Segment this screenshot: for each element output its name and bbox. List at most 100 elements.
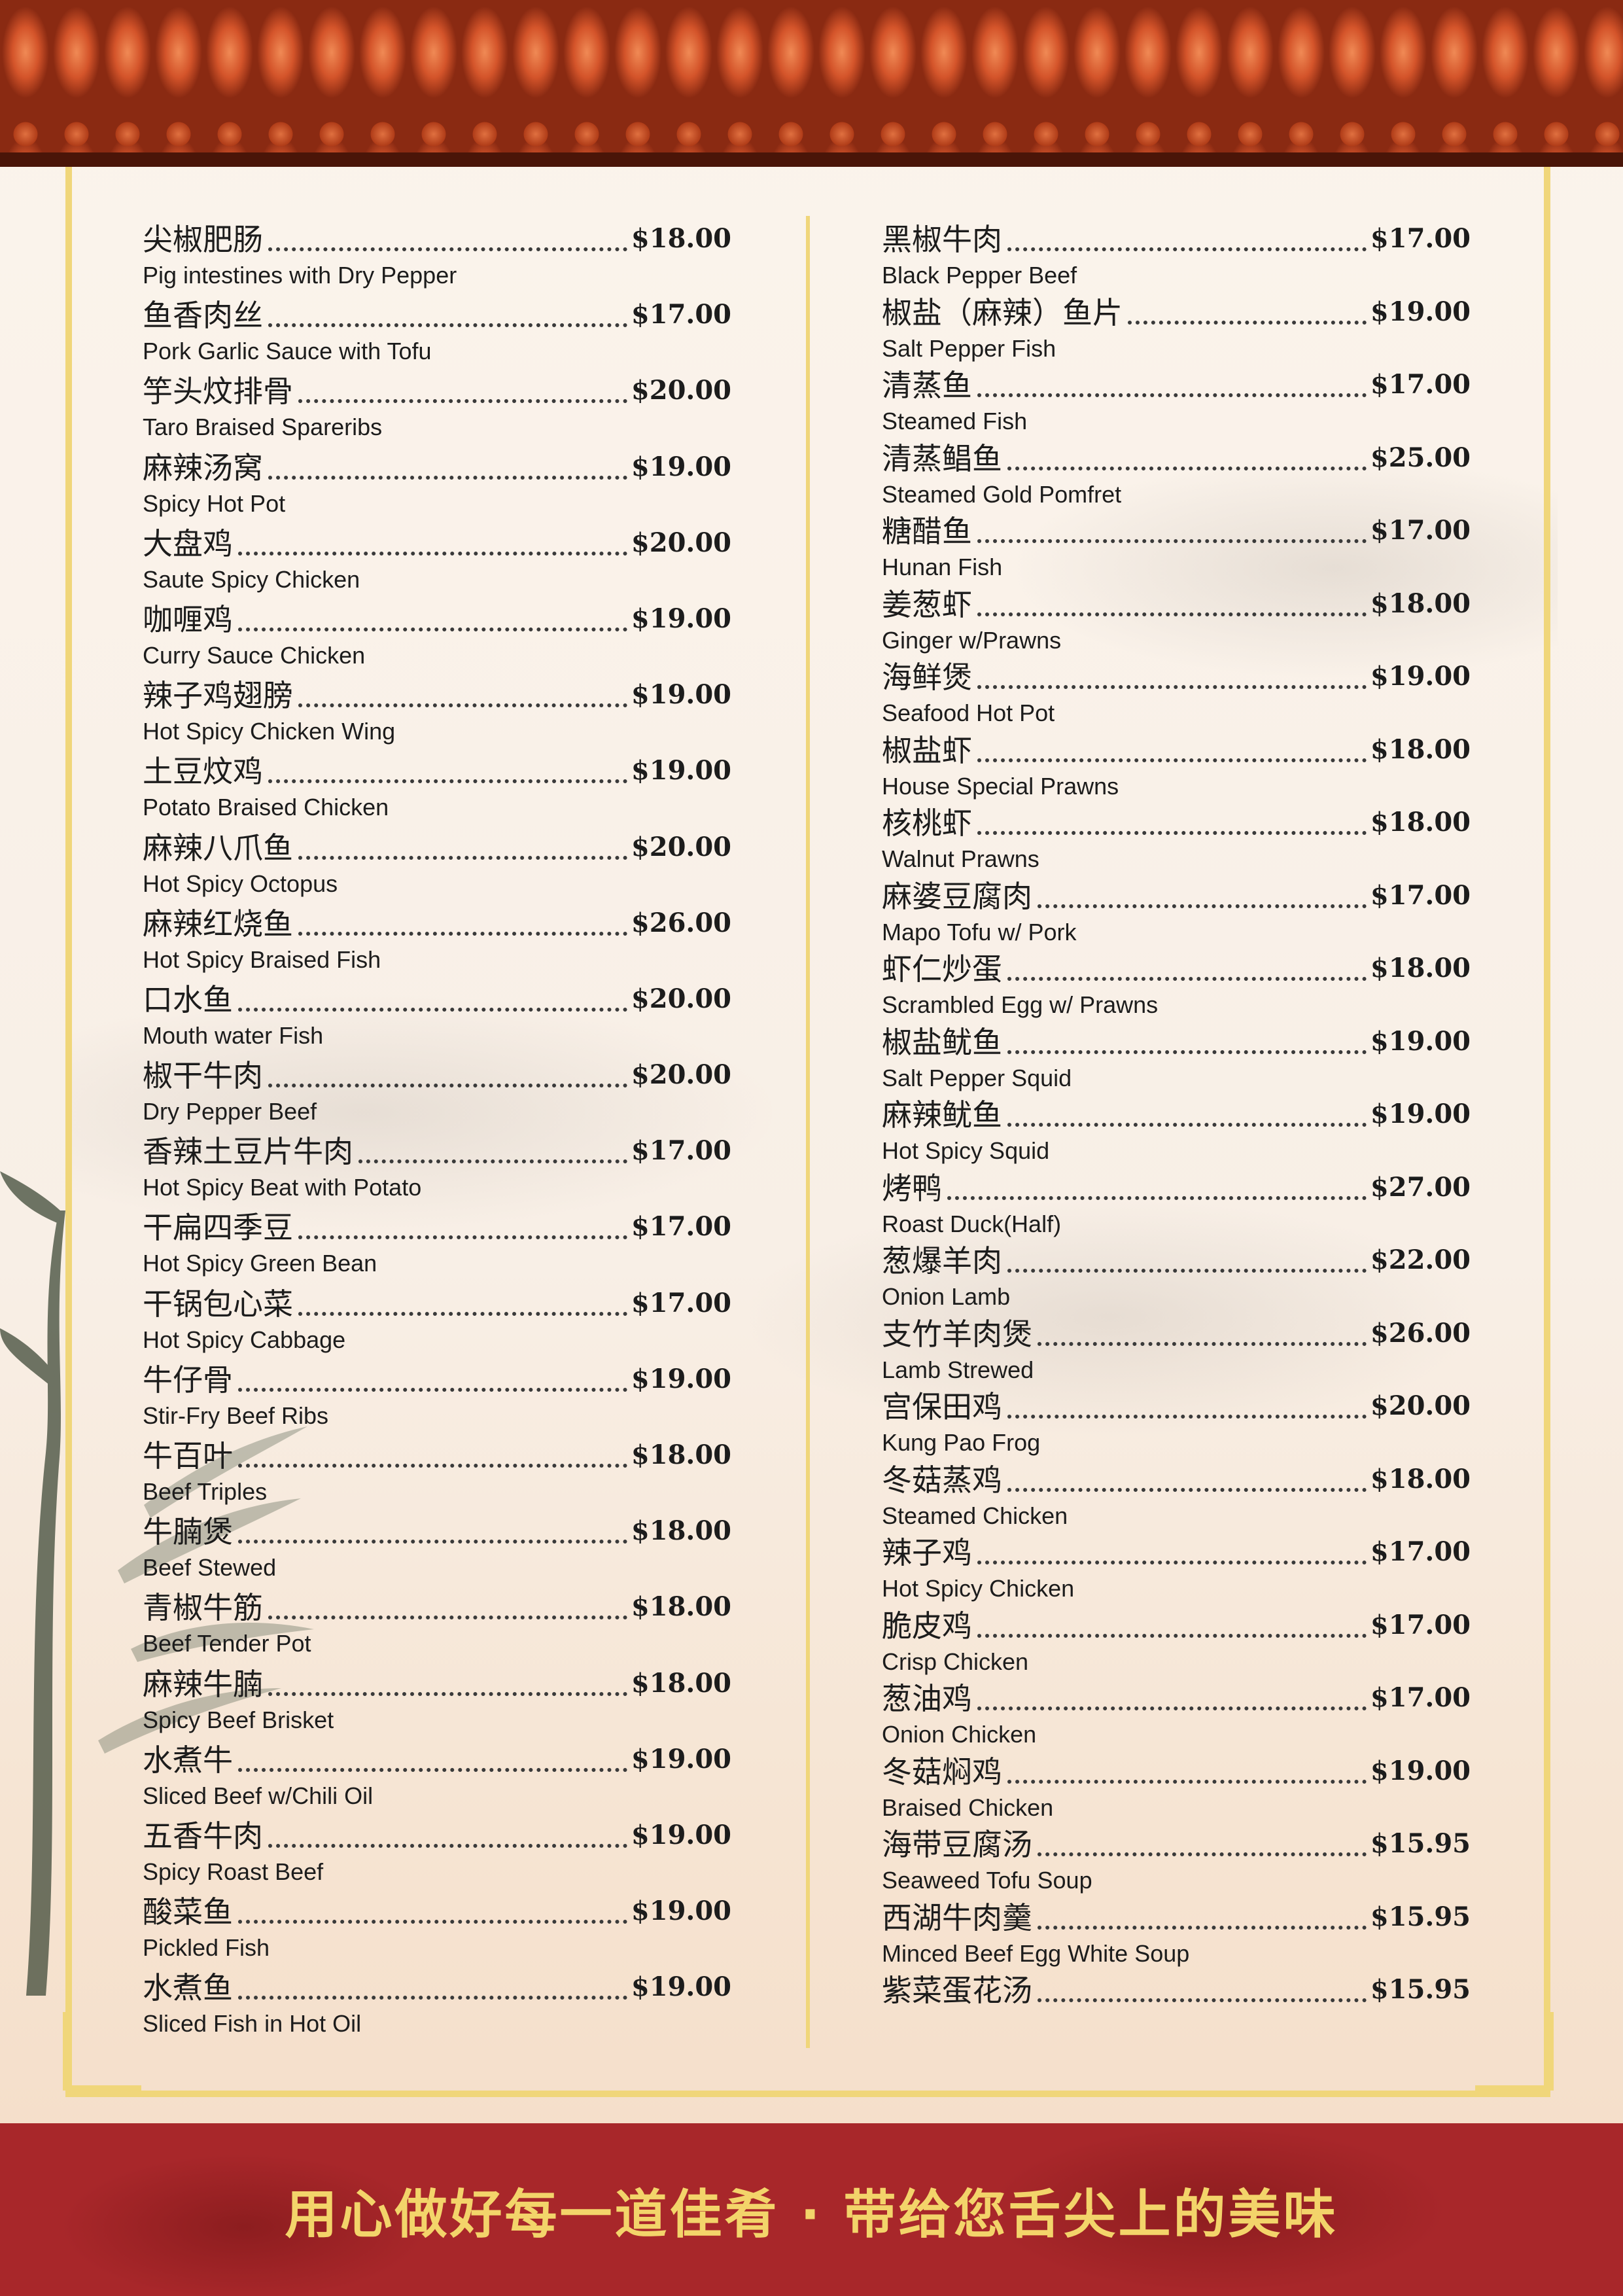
dish-name-chinese: 葱油鸡: [882, 1681, 972, 1716]
dish-name-chinese: 麻婆豆腐肉: [882, 878, 1032, 914]
dish-name-chinese: 海带豆腐汤: [882, 1827, 1032, 1862]
dish-name-chinese: 黑椒牛肉: [882, 222, 1002, 257]
dish-name-english: Spicy Roast Beef: [143, 1858, 324, 1885]
dish-price: $17.00: [631, 1287, 731, 1318]
menu-item-line: 牛腩煲 $18.00: [143, 1508, 731, 1551]
dish-name-chinese: 干扁四季豆: [143, 1210, 293, 1246]
gold-frame: [65, 167, 1550, 2097]
dish-name-english: Kung Pao Frog: [882, 1429, 1041, 1456]
roof-tile-banner: [0, 0, 1623, 167]
menu-item: 口水鱼 $20.00 Mouth water Fish: [143, 976, 731, 1052]
dish-name-english: Hot Spicy Chicken Wing: [143, 718, 396, 745]
dish-price: $19.00: [631, 1971, 731, 2003]
dot-leader: [1007, 1415, 1367, 1419]
dish-name-english: Spicy Beef Brisket: [143, 1706, 334, 1733]
dot-leader: [1038, 1925, 1367, 1930]
menu-item-line: 椒干牛肉 $20.00: [143, 1052, 731, 1095]
dish-price: $19.00: [631, 1819, 731, 1850]
dish-price: $17.00: [1370, 1609, 1471, 1640]
dish-price: $19.00: [1370, 661, 1471, 692]
menu-item-line: 椒盐鱿鱼 $19.00: [882, 1019, 1471, 1062]
menu-item: 水煮鱼 $19.00 Sliced Fish in Hot Oil: [143, 1964, 731, 2040]
menu-item: 椒盐（麻辣）鱼片 $19.00 Salt Pepper Fish: [882, 289, 1471, 362]
dish-price: $18.00: [631, 1667, 731, 1699]
dish-name-chinese: 烤鸭: [882, 1170, 942, 1206]
menu-item-line: 麻辣汤窝 $19.00: [143, 444, 731, 487]
menu-item: 椒盐鱿鱼 $19.00 Salt Pepper Squid: [882, 1019, 1471, 1092]
menu-item-line: 尖椒肥肠 $18.00: [143, 216, 731, 259]
dish-name-english: Pork Garlic Sauce with Tofu: [143, 338, 432, 365]
dish-price: $15.95: [1370, 1828, 1471, 1859]
menu-item: 脆皮鸡 $17.00 Crisp Chicken: [882, 1602, 1471, 1676]
footer-banner: [0, 2123, 1623, 2296]
dish-name-chinese: 麻辣鱿鱼: [882, 1097, 1002, 1133]
dish-price: $20.00: [631, 831, 731, 862]
menu-item: 麻辣汤窝 $19.00 Spicy Hot Pot: [143, 444, 731, 520]
dish-name-english: Hot Spicy Chicken: [882, 1575, 1075, 1602]
dish-price: $20.00: [1370, 1390, 1471, 1421]
menu-item: 清蒸鲳鱼 $25.00 Steamed Gold Pomfret: [882, 435, 1471, 508]
dish-name-chinese: 脆皮鸡: [882, 1608, 972, 1644]
dot-leader: [298, 931, 627, 936]
menu-item-line: 核桃虾 $18.00: [882, 800, 1471, 843]
menu-item-line: 麻辣八爪鱼 $20.00: [143, 824, 731, 868]
menu-item-line: 葱油鸡 $17.00: [882, 1675, 1471, 1718]
dish-price: $19.00: [631, 755, 731, 786]
dish-price: $20.00: [631, 375, 731, 406]
dish-name-chinese: 冬菇焖鸡: [882, 1754, 1002, 1790]
dot-leader: [1007, 1269, 1367, 1273]
dot-leader: [1007, 1050, 1367, 1054]
dish-name-english: Pig intestines with Dry Pepper: [143, 262, 457, 289]
dish-name-chinese: 咖喱鸡: [143, 601, 233, 637]
menu-item-line: 香辣土豆片牛肉 $17.00: [143, 1128, 731, 1171]
menu-item-line: 麻婆豆腐肉 $17.00: [882, 873, 1471, 916]
dot-leader: [238, 1540, 627, 1544]
dish-name-chinese: 牛腩煲: [143, 1514, 233, 1550]
dish-name-english: Black Pepper Beef: [882, 262, 1077, 289]
dish-name-english: Steamed Fish: [882, 408, 1028, 434]
dish-name-english: Lamb Strewed: [882, 1356, 1034, 1383]
dish-name-english: Minced Beef Egg White Soup: [882, 1939, 1190, 1967]
dot-leader: [977, 393, 1367, 397]
menu-item-line: 干锅包心菜 $17.00: [143, 1280, 731, 1324]
dot-leader: [298, 1235, 627, 1240]
dot-leader: [268, 1616, 627, 1620]
menu-item: 竽头炆排骨 $20.00 Taro Braised Spareribs: [143, 368, 731, 444]
footer-slogan: 用心做好每一道佳肴 · 带给您舌尖上的美味: [285, 2184, 1338, 2245]
menu-item: 西湖牛肉羹 $15.95 Minced Beef Egg White Soup: [882, 1894, 1471, 1968]
dish-name-chinese: 大盘鸡: [143, 525, 233, 561]
menu-item-line: 水煮鱼 $19.00: [143, 1964, 731, 2007]
bamboo-illustration: [0, 1171, 314, 1996]
dot-leader: [1007, 466, 1367, 470]
dot-leader: [1007, 1487, 1367, 1492]
dish-price: $18.00: [1370, 588, 1471, 619]
dish-name-chinese: 葱爆羊肉: [882, 1243, 1002, 1279]
dish-name-english: Hot Spicy Octopus: [143, 870, 338, 897]
dish-name-english: Salt Pepper Fish: [882, 334, 1056, 362]
menu-item-line: 青椒牛筋 $18.00: [143, 1584, 731, 1627]
dish-name-english: Saute Spicy Chicken: [143, 565, 360, 593]
dot-leader: [238, 1464, 627, 1468]
dish-price: $18.00: [1370, 1463, 1471, 1494]
dish-price: $18.00: [631, 1439, 731, 1470]
dot-leader: [238, 1007, 627, 1012]
menu-item-line: 葱爆羊肉 $22.00: [882, 1237, 1471, 1280]
menu-item: 咖喱鸡 $19.00 Curry Sauce Chicken: [143, 596, 731, 672]
dish-name-english: House Special Prawns: [882, 772, 1119, 800]
frame-corner-ornament: [1475, 2012, 1554, 2091]
dot-leader: [238, 1920, 627, 1924]
menu-item: 香辣土豆片牛肉 $17.00 Hot Spicy Beat with Potato: [143, 1128, 731, 1204]
menu-item-line: 麻辣鱿鱼 $19.00: [882, 1091, 1471, 1135]
menu-item: 麻辣鱿鱼 $19.00 Hot Spicy Squid: [882, 1091, 1471, 1165]
dish-name-chinese: 尖椒肥肠: [143, 222, 263, 257]
dish-name-chinese: 辣子鸡翅膀: [143, 678, 293, 714]
dot-leader: [977, 1633, 1367, 1638]
menu-item-line: 椒盐虾 $18.00: [882, 727, 1471, 770]
menu-item: 大盘鸡 $20.00 Saute Spicy Chicken: [143, 520, 731, 596]
menu-item-line: 糖醋鱼 $17.00: [882, 508, 1471, 551]
menu-item: 干扁四季豆 $17.00 Hot Spicy Green Bean: [143, 1204, 731, 1280]
dish-price: $19.00: [631, 1896, 731, 1927]
menu-item-line: 椒盐（麻辣）鱼片 $19.00: [882, 289, 1471, 332]
dish-name-english: Beef Stewed: [143, 1554, 277, 1581]
menu-item: 牛百叶 $18.00 Beef Triples: [143, 1432, 731, 1508]
